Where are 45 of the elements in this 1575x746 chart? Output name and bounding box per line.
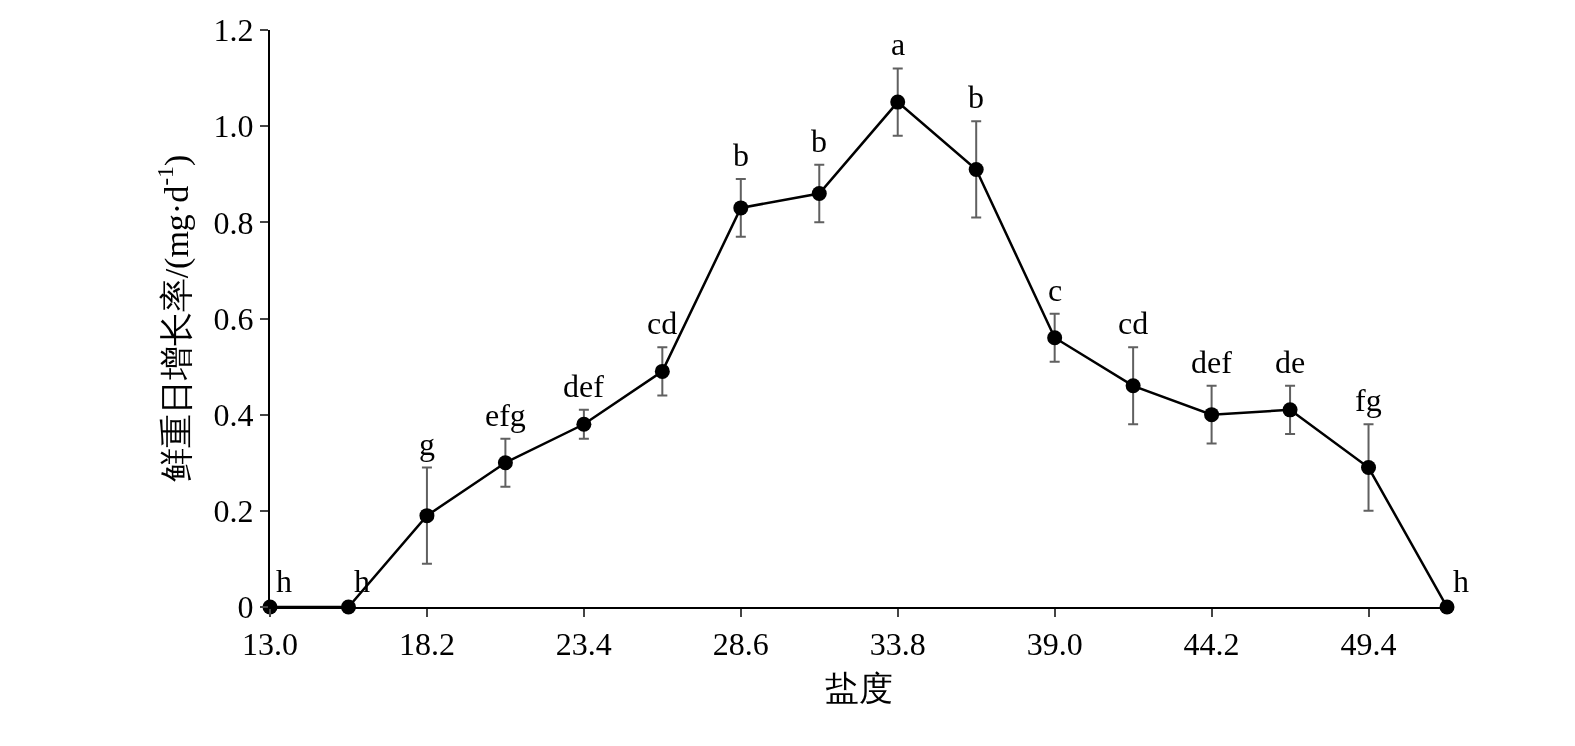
point bbox=[890, 94, 906, 110]
point bbox=[419, 508, 435, 524]
annotation: fg bbox=[1355, 382, 1382, 418]
x-tick-label: 44.2 bbox=[1183, 626, 1240, 663]
point bbox=[1047, 330, 1063, 346]
y-tick-label: 0 bbox=[237, 589, 254, 626]
annotation: def bbox=[563, 368, 605, 404]
point bbox=[733, 200, 749, 216]
annotation: de bbox=[1275, 344, 1306, 380]
y-tick-label: 0.2 bbox=[213, 493, 254, 530]
annotation: g bbox=[419, 426, 435, 462]
annotation: b bbox=[968, 79, 984, 115]
x-tick-label: 39.0 bbox=[1026, 626, 1083, 663]
annotation: h bbox=[276, 563, 292, 599]
y-tick-label: 1.2 bbox=[213, 12, 254, 49]
x-tick-label: 33.8 bbox=[869, 626, 926, 663]
point bbox=[576, 416, 592, 432]
x-axis-title: 盐度 bbox=[824, 670, 893, 708]
annotation: def bbox=[1191, 344, 1233, 380]
point bbox=[1439, 599, 1455, 615]
y-tick-label: 0.6 bbox=[213, 300, 254, 337]
point bbox=[968, 161, 984, 177]
y-tick-label: 0.4 bbox=[213, 396, 254, 433]
annotation: c bbox=[1048, 272, 1063, 308]
point bbox=[1125, 378, 1141, 394]
x-tick-label: 49.4 bbox=[1340, 626, 1397, 663]
x-tick-label: 28.6 bbox=[712, 626, 769, 663]
point bbox=[1282, 402, 1298, 418]
point bbox=[497, 455, 513, 471]
x-tick-label: 13.0 bbox=[242, 626, 298, 663]
annotation: cd bbox=[1118, 305, 1149, 341]
x-tick-label: 18.2 bbox=[398, 626, 455, 663]
point bbox=[1204, 407, 1220, 423]
y-tick-label: 0.8 bbox=[213, 204, 254, 241]
annotation: h bbox=[1453, 563, 1469, 599]
point bbox=[1361, 460, 1377, 476]
y-tick-label: 1.0 bbox=[213, 108, 254, 145]
point bbox=[811, 185, 827, 201]
point bbox=[654, 363, 670, 379]
annotation: a bbox=[891, 26, 906, 62]
annotation: efg bbox=[485, 397, 526, 433]
annotation: b bbox=[733, 137, 749, 173]
x-tick-label: 23.4 bbox=[555, 626, 612, 663]
annotation: b bbox=[811, 123, 827, 159]
annotation: cd bbox=[647, 305, 678, 341]
